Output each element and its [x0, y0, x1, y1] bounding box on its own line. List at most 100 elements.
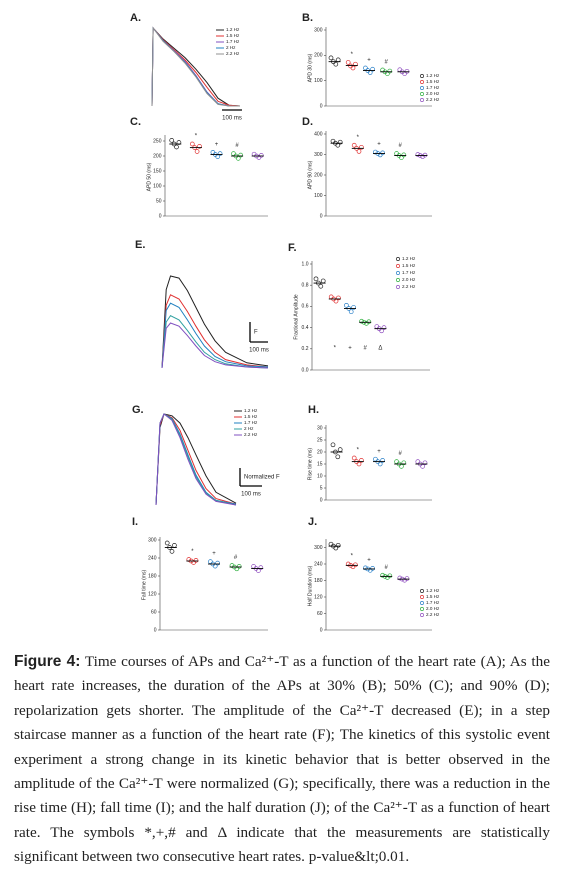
y-tick-label: 400	[314, 131, 323, 137]
panel-label: J.	[308, 516, 317, 528]
data-point	[318, 283, 324, 289]
data-point	[377, 461, 383, 467]
caption-text: Time courses of APs and Ca²⁺-T as a func…	[14, 653, 550, 866]
data-point	[353, 61, 358, 67]
trace	[155, 413, 237, 506]
legend-swatch	[420, 613, 424, 617]
legend-label: 2.2 Hz	[426, 97, 440, 102]
data-point	[415, 459, 421, 464]
trace	[161, 322, 269, 369]
y-tick-label: 240	[314, 561, 323, 567]
data-point	[380, 572, 385, 578]
y-axis-label: Half Duration (ms)	[307, 565, 313, 606]
data-point	[380, 458, 385, 463]
panel-label: G.	[132, 404, 144, 416]
y-tick-label: 100	[314, 193, 323, 199]
y-tick-label: 0	[320, 497, 323, 503]
data-point	[420, 464, 425, 469]
y-tick-label: 1.0	[302, 261, 309, 267]
data-point	[176, 140, 182, 145]
legend-swatch	[420, 80, 424, 84]
data-point	[333, 61, 339, 67]
caption: Figure 4: Time courses of APs and Ca²⁺-T…	[14, 650, 550, 870]
y-tick-label: 200	[153, 153, 162, 159]
y-tick-label: 0	[320, 103, 323, 109]
significance-symbol: *	[195, 134, 198, 140]
data-point	[356, 149, 362, 154]
data-point	[366, 319, 372, 325]
significance-symbol: *	[351, 554, 354, 560]
legend-label: 2.0 Hz	[426, 91, 440, 96]
data-point	[231, 151, 236, 156]
y-tick-label: 0.4	[302, 325, 309, 331]
data-point	[380, 150, 385, 156]
data-point	[217, 151, 223, 156]
data-point	[373, 149, 378, 155]
data-point	[330, 442, 336, 448]
data-point	[189, 141, 195, 147]
data-point	[258, 565, 264, 570]
data-point	[174, 144, 179, 150]
trace	[155, 413, 237, 506]
significance-symbol: Δ	[378, 346, 382, 352]
legend-label: 1.7 Hz	[426, 600, 440, 605]
data-point	[236, 564, 242, 569]
y-tick-label: 180	[148, 573, 157, 579]
significance-symbol: *	[357, 135, 360, 141]
y-tick-label: 240	[148, 555, 157, 561]
trace	[161, 294, 269, 369]
y-axis-label: APD 90 (ms)	[307, 160, 313, 189]
data-point	[337, 447, 343, 452]
panel-label: H.	[308, 404, 319, 416]
data-point	[394, 459, 399, 464]
scale-label: 100 ms	[222, 116, 242, 122]
legend-swatch	[396, 257, 400, 261]
trace	[161, 315, 269, 369]
significance-symbol: +	[215, 142, 219, 148]
data-point	[359, 144, 364, 150]
scale-label: F	[254, 330, 258, 336]
significance-symbol: +	[377, 142, 381, 148]
y-tick-label: 50	[156, 198, 162, 204]
y-tick-label: 100	[314, 78, 323, 84]
y-tick-label: 0.2	[302, 346, 309, 352]
y-tick-label: 150	[153, 168, 162, 174]
y-tick-label: 10	[317, 473, 323, 479]
y-axis-label: Fractional Amplitude	[293, 294, 299, 340]
legend-label: 1.5 Hz	[402, 263, 416, 268]
significance-symbol: +	[348, 346, 352, 352]
significance-symbol: +	[212, 551, 216, 557]
y-tick-label: 300	[314, 152, 323, 158]
data-point	[404, 576, 410, 581]
legend-label: 1.5 Hz	[426, 79, 440, 84]
significance-symbol: #	[399, 143, 403, 149]
panel-label: D.	[302, 116, 313, 128]
significance-symbol: +	[367, 58, 371, 64]
y-tick-label: 0	[320, 213, 323, 219]
trace	[161, 275, 269, 369]
data-point	[387, 573, 393, 579]
data-point	[350, 65, 356, 71]
y-tick-label: 20	[317, 449, 323, 455]
data-point	[193, 558, 199, 563]
data-point	[320, 278, 326, 284]
significance-symbol: *	[357, 448, 360, 454]
legend-swatch	[420, 589, 424, 593]
legend-label: 2 Hz	[244, 426, 254, 431]
data-point	[364, 321, 369, 326]
legend-label: 2.2 Hz	[226, 51, 240, 56]
significance-symbol: #	[385, 565, 389, 571]
y-tick-label: 120	[148, 591, 157, 597]
caption-label: Figure 4:	[14, 653, 81, 670]
data-point	[381, 325, 387, 330]
data-point	[229, 563, 235, 568]
legend-swatch	[420, 595, 424, 599]
data-point	[335, 454, 341, 460]
legend-label: 1.7 Hz	[426, 85, 440, 90]
legend-label: 2.2 Hz	[402, 284, 416, 289]
legend-swatch	[420, 74, 424, 78]
y-tick-label: 0.0	[302, 367, 309, 373]
data-point	[370, 566, 375, 571]
data-point	[401, 460, 407, 466]
